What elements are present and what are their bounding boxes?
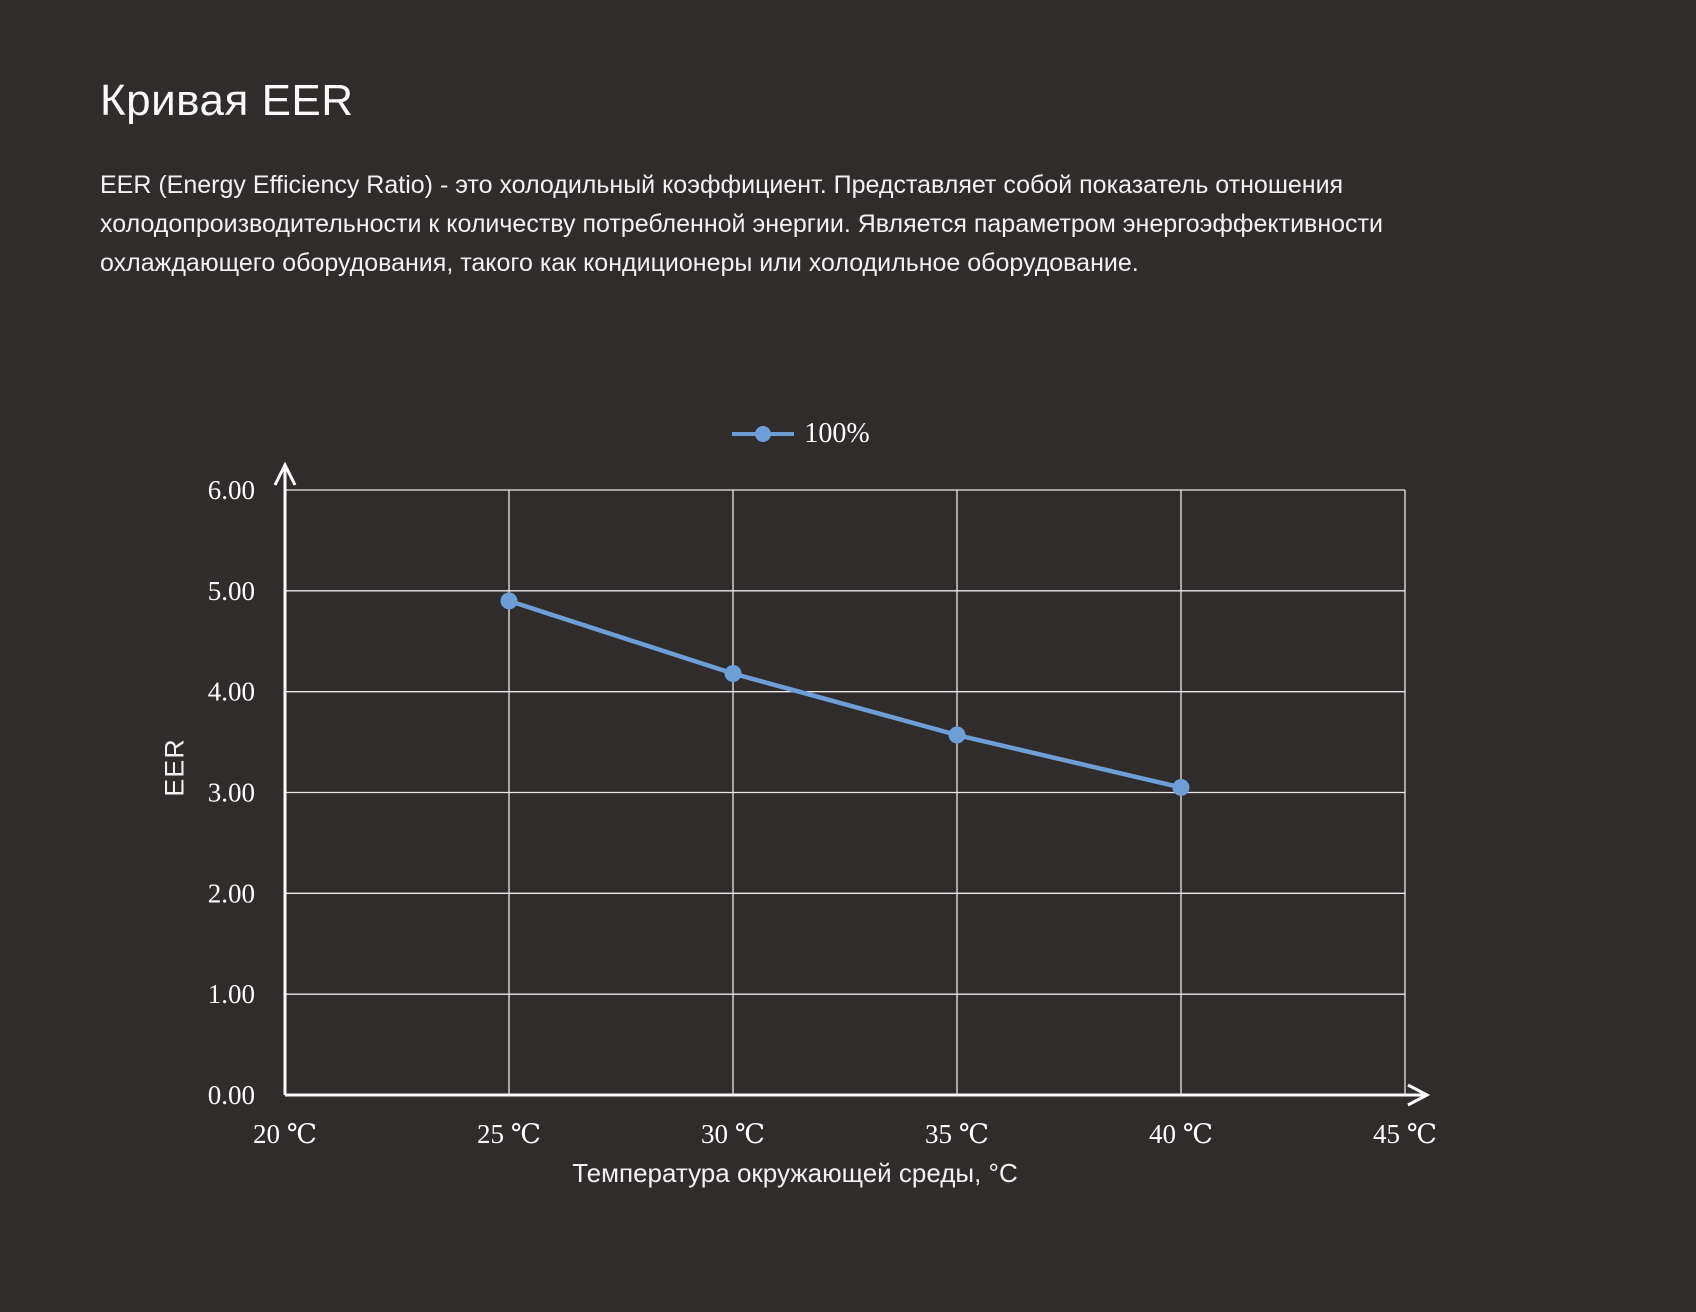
- y-tick-label: 1.00: [208, 979, 255, 1009]
- data-point-marker: [1172, 778, 1190, 796]
- legend-series-label: 100%: [804, 418, 870, 449]
- x-tick-label: 40 ℃: [1149, 1119, 1213, 1149]
- y-axis-title: EER: [159, 738, 190, 797]
- y-tick-label: 5.00: [208, 576, 255, 606]
- data-point-marker: [500, 592, 518, 610]
- chart-description: EER (Energy Efficiency Ratio) - это холо…: [100, 171, 1383, 277]
- y-tick-label: 3.00: [208, 778, 255, 808]
- x-tick-label: 25 ℃: [477, 1119, 541, 1149]
- y-tick-label: 6.00: [208, 475, 255, 505]
- chart-legend: 100%: [240, 418, 1360, 450]
- x-tick-label: 45 ℃: [1373, 1119, 1437, 1149]
- data-point-marker: [724, 665, 742, 683]
- x-axis-title: Температура окружающей среды, °С: [572, 1158, 1018, 1188]
- eer-line-chart: 0.00 1.00 2.00 3.00 4.00 5.00 6.00 20 ℃ 25 ℃ 30 ℃…: [208, 461, 1437, 1149]
- x-axis-arrow-icon: [1407, 1083, 1431, 1107]
- data-point-marker: [948, 726, 966, 744]
- y-tick-label: 0.00: [208, 1080, 255, 1110]
- y-axis-arrow-icon: [273, 461, 297, 486]
- x-tick-label: 20 ℃: [253, 1119, 317, 1149]
- x-tick-label: 35 ℃: [925, 1119, 989, 1149]
- legend-line-marker-icon: [732, 426, 795, 442]
- legend-dot: [755, 426, 772, 442]
- y-tick-label: 2.00: [208, 878, 255, 908]
- x-tick-label: 30 ℃: [701, 1119, 765, 1149]
- page-title: Кривая EER: [100, 76, 354, 125]
- y-tick-label: 4.00: [208, 677, 255, 707]
- series-line: [506, 598, 1184, 790]
